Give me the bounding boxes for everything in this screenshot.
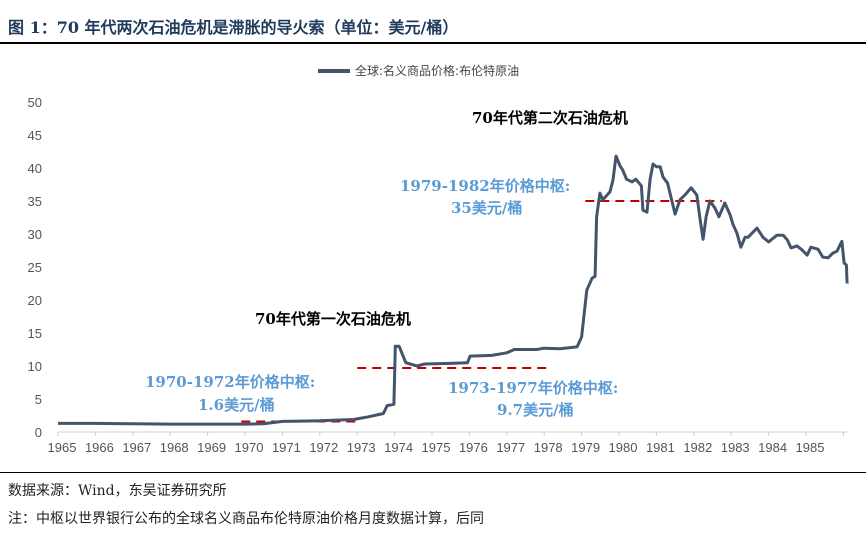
x-tick-label: 1981	[646, 440, 675, 455]
y-tick-label: 0	[35, 425, 42, 440]
x-tick-label: 1972	[309, 440, 338, 455]
y-tick-label: 40	[28, 161, 42, 176]
line-chart: 全球:名义商品价格:布伦特原油 0 5 10 15 20 25 30 35 40 45 50 196…	[28, 63, 849, 455]
source-note: 数据来源：Wind，东吴证券研究所	[8, 483, 227, 499]
top-divider	[0, 42, 866, 44]
x-tick-label: 1970	[235, 440, 264, 455]
x-tick-label: 1985	[796, 440, 825, 455]
x-tick-label: 1979	[571, 440, 600, 455]
ref-label-1973-1977: 1973-1977年价格中枢:	[448, 379, 618, 397]
y-tick-label: 20	[28, 293, 42, 308]
x-tick-label: 1980	[609, 440, 638, 455]
y-tick-label: 30	[28, 227, 42, 242]
x-tick-label: 1978	[534, 440, 563, 455]
x-tick-label: 1984	[758, 440, 787, 455]
x-tick-label: 1969	[197, 440, 226, 455]
annotation-first-crisis: 70年代第一次石油危机	[255, 310, 411, 328]
annotations: 70年代第一次石油危机 70年代第二次石油危机 1970-1972年价格中枢: …	[145, 109, 628, 419]
x-tick-label: 1974	[384, 440, 413, 455]
x-tick-label: 1977	[496, 440, 525, 455]
x-tick-label: 1975	[422, 440, 451, 455]
series-line-brent	[58, 154, 849, 426]
x-tick-label: 1982	[683, 440, 712, 455]
y-tick-label: 25	[28, 260, 42, 275]
x-tick-label: 1965	[48, 440, 77, 455]
x-tick-label: 1971	[272, 440, 301, 455]
x-tick-label: 1983	[721, 440, 750, 455]
ref-value-1973-1977: 9.7美元/桶	[497, 401, 574, 419]
ref-label-1970-1972: 1970-1972年价格中枢:	[145, 373, 315, 391]
y-tick-label: 15	[28, 326, 42, 341]
y-tick-label: 5	[35, 392, 42, 407]
legend: 全球:名义商品价格:布伦特原油	[318, 63, 519, 78]
x-tick-label: 1967	[122, 440, 151, 455]
ref-label-1979-1982: 1979-1982年价格中枢:	[400, 177, 570, 195]
y-axis: 0 5 10 15 20 25 30 35 40 45 50	[28, 95, 42, 440]
y-tick-label: 50	[28, 95, 42, 110]
ref-value-1970-1972: 1.6美元/桶	[198, 396, 275, 414]
x-tick-label: 1966	[85, 440, 114, 455]
ref-value-1979-1982: 35美元/桶	[451, 199, 522, 217]
y-tick-label: 10	[28, 359, 42, 374]
x-tick-label: 1968	[160, 440, 189, 455]
legend-label: 全球:名义商品价格:布伦特原油	[355, 63, 519, 78]
x-tick-label: 1976	[459, 440, 488, 455]
y-tick-label: 45	[28, 128, 42, 143]
x-tick-label: 1973	[347, 440, 376, 455]
x-axis: 1965 1966 1967 1968 1969 1970 1971 1972 1973 1974…	[48, 431, 847, 455]
y-tick-label: 35	[28, 194, 42, 209]
footnote: 注：中枢以世界银行公布的全球名义商品布伦特原油价格月度数据计算，后同	[8, 511, 484, 527]
chart-title: 图 1：70 年代两次石油危机是滞胀的导火索（单位：美元/桶）	[8, 18, 459, 37]
annotation-second-crisis: 70年代第二次石油危机	[472, 109, 628, 127]
bottom-divider	[0, 472, 866, 473]
